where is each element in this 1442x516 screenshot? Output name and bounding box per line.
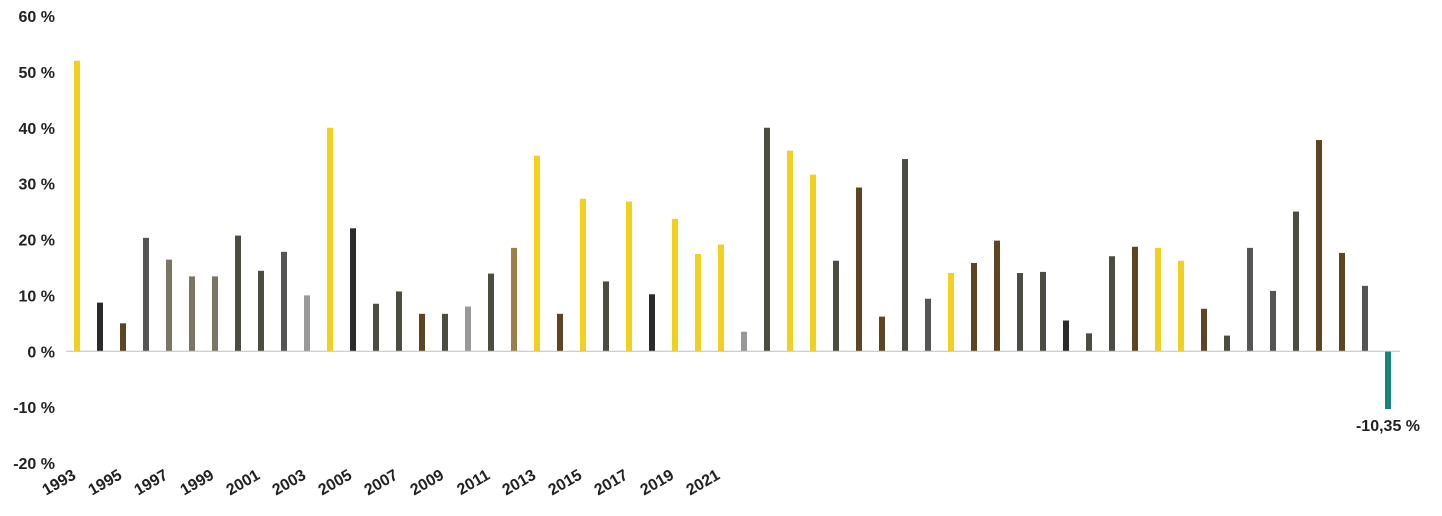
bar: [442, 313, 448, 352]
bar: [488, 273, 494, 352]
y-tick-label: 0 %: [27, 344, 55, 361]
bar: [166, 259, 172, 352]
bar: [1201, 308, 1207, 352]
bar: [1086, 333, 1092, 352]
bar: [511, 247, 517, 352]
bar: [741, 331, 747, 352]
bar: [1247, 247, 1253, 352]
bar: [557, 313, 563, 352]
bar: [580, 198, 586, 352]
bar: [1178, 260, 1184, 352]
bar: [764, 127, 770, 352]
data-label: -10,35 %: [1356, 418, 1420, 435]
y-tick-label: -10 %: [13, 400, 55, 417]
bar: [695, 254, 701, 352]
bar: [971, 262, 977, 352]
bar: [281, 251, 287, 352]
y-tick-label: 60 %: [19, 9, 55, 26]
bar: [925, 298, 931, 352]
bar: [1339, 252, 1345, 352]
y-tick-label: 40 %: [19, 121, 55, 138]
bar: [902, 159, 908, 352]
bar: [603, 281, 609, 352]
bar: [258, 270, 264, 352]
bar: [465, 306, 471, 352]
x-tick-label: 2013: [500, 467, 539, 500]
bar: [1362, 285, 1368, 352]
bar: [350, 228, 356, 352]
x-tick-label: 2011: [454, 467, 493, 499]
bar: [97, 302, 103, 352]
bar: [235, 235, 241, 352]
x-tick-label: 2001: [224, 467, 263, 500]
bar: [948, 273, 954, 352]
bar: [1132, 246, 1138, 352]
x-tick-label: 2019: [638, 467, 677, 500]
y-tick-label: 10 %: [19, 288, 55, 305]
bar: [189, 276, 195, 352]
x-tick-label: 2021: [684, 467, 723, 500]
y-tick-label: -20 %: [13, 456, 55, 473]
bar: [672, 218, 678, 352]
x-tick-label: 2003: [270, 467, 309, 500]
bar: [327, 127, 333, 352]
bar: [1270, 290, 1276, 352]
bar: [879, 316, 885, 352]
bar: [1293, 211, 1299, 352]
y-axis-tick-labels: 60 % 50 % 40 % 30 % 20 % 10 % 0 % -10 % -20 %: [13, 9, 55, 473]
bar: [1155, 247, 1161, 352]
bar: [143, 237, 149, 352]
x-tick-label: 2009: [408, 467, 447, 500]
bar: [373, 303, 379, 352]
y-tick-label: 50 %: [19, 65, 55, 82]
bar: [626, 201, 632, 352]
bar: [787, 150, 793, 352]
x-tick-label: 2017: [592, 467, 631, 500]
bar: [718, 244, 724, 352]
x-tick-label: 1995: [86, 467, 125, 500]
bar: [212, 276, 218, 352]
y-tick-label: 30 %: [19, 177, 55, 194]
bar: [120, 323, 126, 352]
data-labels: -10,35 %: [1356, 418, 1420, 435]
x-axis-tick-labels: 1993 1995 1997 1999 2001 2003 2005 2007 2009 2011…: [40, 467, 723, 500]
bar: [419, 313, 425, 352]
x-tick-label: 2015: [546, 467, 585, 500]
bar: [994, 240, 1000, 352]
bar: [856, 187, 862, 352]
bar: [1109, 256, 1115, 352]
x-tick-label: 2007: [362, 467, 401, 500]
bar: [396, 291, 402, 352]
bar: [1224, 335, 1230, 352]
bar: [304, 295, 310, 352]
bar: [810, 174, 816, 352]
bar: [1385, 351, 1391, 410]
bar: [1316, 140, 1322, 352]
bar: [833, 260, 839, 352]
bar: [1040, 271, 1046, 352]
bar: [1017, 273, 1023, 352]
x-tick-label: 1997: [132, 467, 171, 500]
bar: [74, 60, 80, 352]
y-tick-label: 20 %: [19, 233, 55, 250]
bars: [74, 60, 1391, 410]
x-tick-label: 1999: [178, 467, 217, 500]
x-tick-label: 2005: [316, 467, 355, 500]
bar: [534, 155, 540, 352]
bar: [1063, 320, 1069, 352]
bar: [649, 294, 655, 352]
